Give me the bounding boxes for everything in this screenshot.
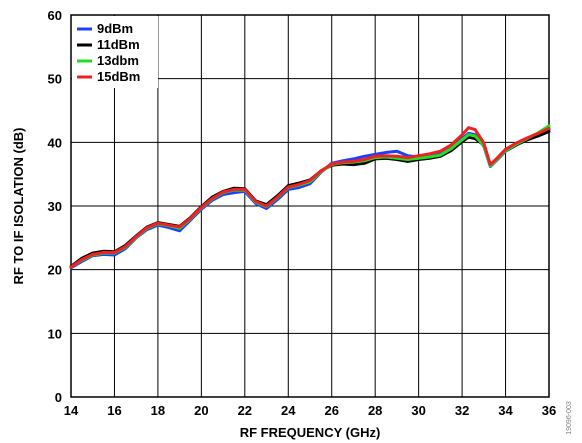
legend-label: 15dBm xyxy=(97,69,140,84)
x-tick-label: 34 xyxy=(498,403,513,418)
legend-label: 9dBm xyxy=(97,21,133,36)
x-tick-label: 14 xyxy=(64,403,79,418)
x-tick-label: 20 xyxy=(194,403,208,418)
y-tick-label: 60 xyxy=(48,8,62,23)
series-line-9dbm xyxy=(69,128,551,270)
x-tick-label: 32 xyxy=(455,403,469,418)
y-tick-label: 0 xyxy=(55,390,62,405)
x-tick-label: 36 xyxy=(542,403,556,418)
x-tick-label: 30 xyxy=(411,403,425,418)
y-axis-title: RF TO IF ISOLATION (dB) xyxy=(11,128,26,285)
legend-label: 11dBm xyxy=(97,37,140,52)
y-tick-label: 20 xyxy=(48,263,62,278)
x-tick-label: 28 xyxy=(368,403,382,418)
x-tick-label: 18 xyxy=(151,403,165,418)
y-tick-label: 40 xyxy=(48,135,62,150)
x-tick-label: 24 xyxy=(281,403,296,418)
x-tick-labels: 14 16 18 20 22 24 26 28 30 32 34 36 xyxy=(64,403,556,418)
y-tick-label: 50 xyxy=(48,72,62,87)
legend-label: 13dbm xyxy=(97,53,139,68)
series-line-13dbm xyxy=(69,124,551,269)
series-line-15dbm xyxy=(69,126,551,269)
series-layer xyxy=(69,124,551,270)
figure-id: 19096-003 xyxy=(566,401,573,435)
x-tick-label: 16 xyxy=(107,403,121,418)
x-tick-label: 26 xyxy=(324,403,338,418)
y-tick-labels: 0 10 20 30 40 50 60 xyxy=(48,8,62,405)
plot-frame xyxy=(70,14,550,398)
x-axis-title: RF FREQUENCY (GHz) xyxy=(240,425,381,440)
x-tick-label: 22 xyxy=(238,403,252,418)
series-line-11dbm xyxy=(69,130,551,268)
y-tick-label: 30 xyxy=(48,199,62,214)
y-tick-label: 10 xyxy=(48,326,62,341)
